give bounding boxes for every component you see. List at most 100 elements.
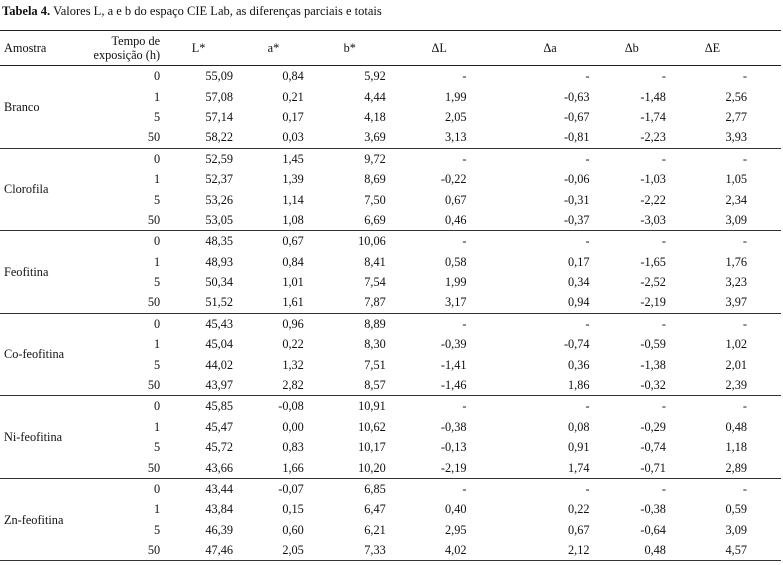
cell-delta-b: -2,52 (640, 275, 666, 290)
cell-L: 43,44 (205, 482, 234, 496)
cell-delta-a: -0,74 (563, 337, 590, 352)
sample-name: Clorofila (4, 182, 49, 197)
table-row: 1 57,08 0,21 4,44 1,99 -0,63 -1,48 2,56 (0, 86, 781, 106)
cell-b: 7,50 (364, 192, 386, 207)
cell-a: 0,22 (282, 337, 304, 352)
cell-delta-L: 1,99 (445, 89, 467, 104)
cell-L: 57,14 (205, 109, 234, 124)
cell-delta-a: 0,08 (568, 419, 590, 434)
table-row: Clorofila 0 52,59 1,45 9,72 - - - - (0, 148, 781, 197)
cell-L: 51,52 (205, 295, 234, 310)
cell-L: 47,46 (205, 543, 234, 558)
cell-delta-b: - (661, 69, 666, 84)
caption-label: Tabela 4. (2, 4, 51, 18)
cell-delta-b: -1,03 (640, 172, 666, 187)
cell-a: 0,60 (282, 522, 304, 537)
cell-b: 8,69 (364, 172, 386, 187)
cell-delta-L: 0,46 (445, 212, 467, 227)
cell-tempo: 50 (147, 130, 161, 145)
table-row: Ni-feofitina 0 45,85 -0,08 10,91 - - - - (0, 396, 781, 444)
cell-delta-E: 3,97 (725, 295, 747, 310)
cell-delta-E: 4,57 (725, 543, 747, 558)
cell-delta-E: - (742, 316, 747, 331)
header-delta-L: ΔL (431, 41, 447, 55)
cell-delta-L: -1,41 (440, 357, 467, 372)
cell-delta-b: 0,48 (644, 543, 666, 558)
cell-tempo: 5 (153, 440, 161, 455)
cell-tempo: 50 (147, 378, 161, 393)
cell-delta-L: - (462, 316, 467, 331)
cell-delta-a: -0,67 (563, 109, 590, 124)
table-row: 50 53,05 1,08 6,69 0,46 -0,37 -3,03 3,09 (0, 210, 781, 231)
cell-L: 58,22 (205, 130, 234, 145)
cell-tempo: 5 (153, 109, 161, 124)
cell-delta-b: -0,32 (640, 378, 666, 393)
cell-b: 5,92 (364, 69, 386, 84)
cell-b: 10,62 (358, 419, 386, 434)
cell-delta-b: - (661, 316, 666, 331)
cell-delta-a: 1,86 (568, 378, 590, 393)
cell-delta-L: - (462, 234, 467, 249)
cell-a: 0,84 (282, 69, 304, 84)
cell-a: 1,45 (282, 151, 304, 166)
cell-delta-L: -0,39 (440, 337, 467, 352)
cell-delta-b: -1,38 (640, 357, 666, 372)
cell-b: 7,33 (364, 543, 386, 558)
table-row: 1 43,84 0,15 6,47 0,40 0,22 -0,38 0,59 (0, 499, 781, 519)
cell-tempo: 50 (147, 543, 161, 558)
cell-a: 2,82 (282, 378, 304, 393)
cell-L: 53,26 (205, 192, 234, 207)
table-row: 50 47,46 2,05 7,33 4,02 2,12 0,48 4,57 (0, 540, 781, 561)
cell-a: 1,39 (282, 172, 304, 187)
cell-delta-a: -0,81 (563, 130, 590, 145)
cell-delta-a: 0,36 (568, 357, 590, 372)
cell-delta-a: 2,12 (568, 543, 590, 558)
cell-delta-a: - (585, 234, 590, 249)
cell-a: 1,14 (282, 192, 304, 207)
table-row: 5 53,26 1,14 7,50 0,67 -0,31 -2,22 2,34 (0, 189, 781, 209)
cell-b: 6,21 (364, 522, 386, 537)
cell-b: 8,30 (364, 337, 386, 352)
cell-b: 7,51 (364, 357, 386, 372)
cell-L: 43,97 (205, 378, 234, 393)
table-row: 5 57,14 0,17 4,18 2,05 -0,67 -1,74 2,77 (0, 107, 781, 127)
cell-delta-L: - (462, 151, 467, 166)
header-b: b* (343, 41, 356, 55)
cell-tempo: 1 (153, 337, 161, 352)
header-tempo-line2: exposição (h) (93, 48, 161, 62)
cell-tempo: 5 (153, 522, 161, 537)
cell-delta-b: -0,74 (640, 440, 666, 455)
cell-delta-b: -2,22 (640, 192, 666, 207)
cell-b: 10,91 (358, 399, 386, 414)
cell-tempo: 1 (153, 172, 161, 187)
cell-b: 10,17 (358, 440, 386, 455)
cell-delta-a: - (585, 482, 590, 496)
cell-delta-E: 2,77 (725, 109, 747, 124)
table-row: 50 43,66 1,66 10,20 -2,19 1,74 -0,71 2,89 (0, 457, 781, 478)
cell-b: 7,87 (364, 295, 386, 310)
table-row: 1 45,04 0,22 8,30 -0,39 -0,74 -0,59 1,02 (0, 334, 781, 354)
cell-delta-b: -0,59 (640, 337, 666, 352)
table-row: Zn-feofitina 0 43,44 -0,07 6,85 - - - - (0, 478, 781, 527)
cell-b: 3,69 (364, 130, 386, 145)
cell-delta-b: - (661, 482, 666, 496)
cell-a: 0,00 (282, 419, 304, 434)
cell-delta-L: 2,05 (445, 109, 467, 124)
cell-b: 6,47 (364, 502, 386, 517)
cell-delta-a: 0,17 (568, 254, 590, 269)
cell-delta-E: 2,89 (725, 460, 747, 475)
cell-L: 46,39 (205, 522, 234, 537)
cell-delta-a: -0,37 (563, 212, 590, 227)
cell-delta-E: - (742, 234, 747, 249)
cell-b: 6,85 (364, 482, 386, 496)
cell-a: 0,67 (282, 234, 304, 249)
cell-L: 50,34 (205, 275, 234, 290)
cell-delta-L: 2,95 (445, 522, 467, 537)
sample-group: Ni-feofitina 0 45,85 -0,08 10,91 - - - - 1 45,47 0,… (0, 396, 781, 479)
cell-tempo: 0 (153, 69, 161, 84)
cell-delta-L: 3,17 (445, 295, 467, 310)
cell-delta-b: -2,23 (640, 130, 666, 145)
cell-delta-a: 1,74 (568, 460, 590, 475)
cell-delta-a: -0,31 (563, 192, 590, 207)
cell-L: 48,35 (205, 234, 234, 249)
